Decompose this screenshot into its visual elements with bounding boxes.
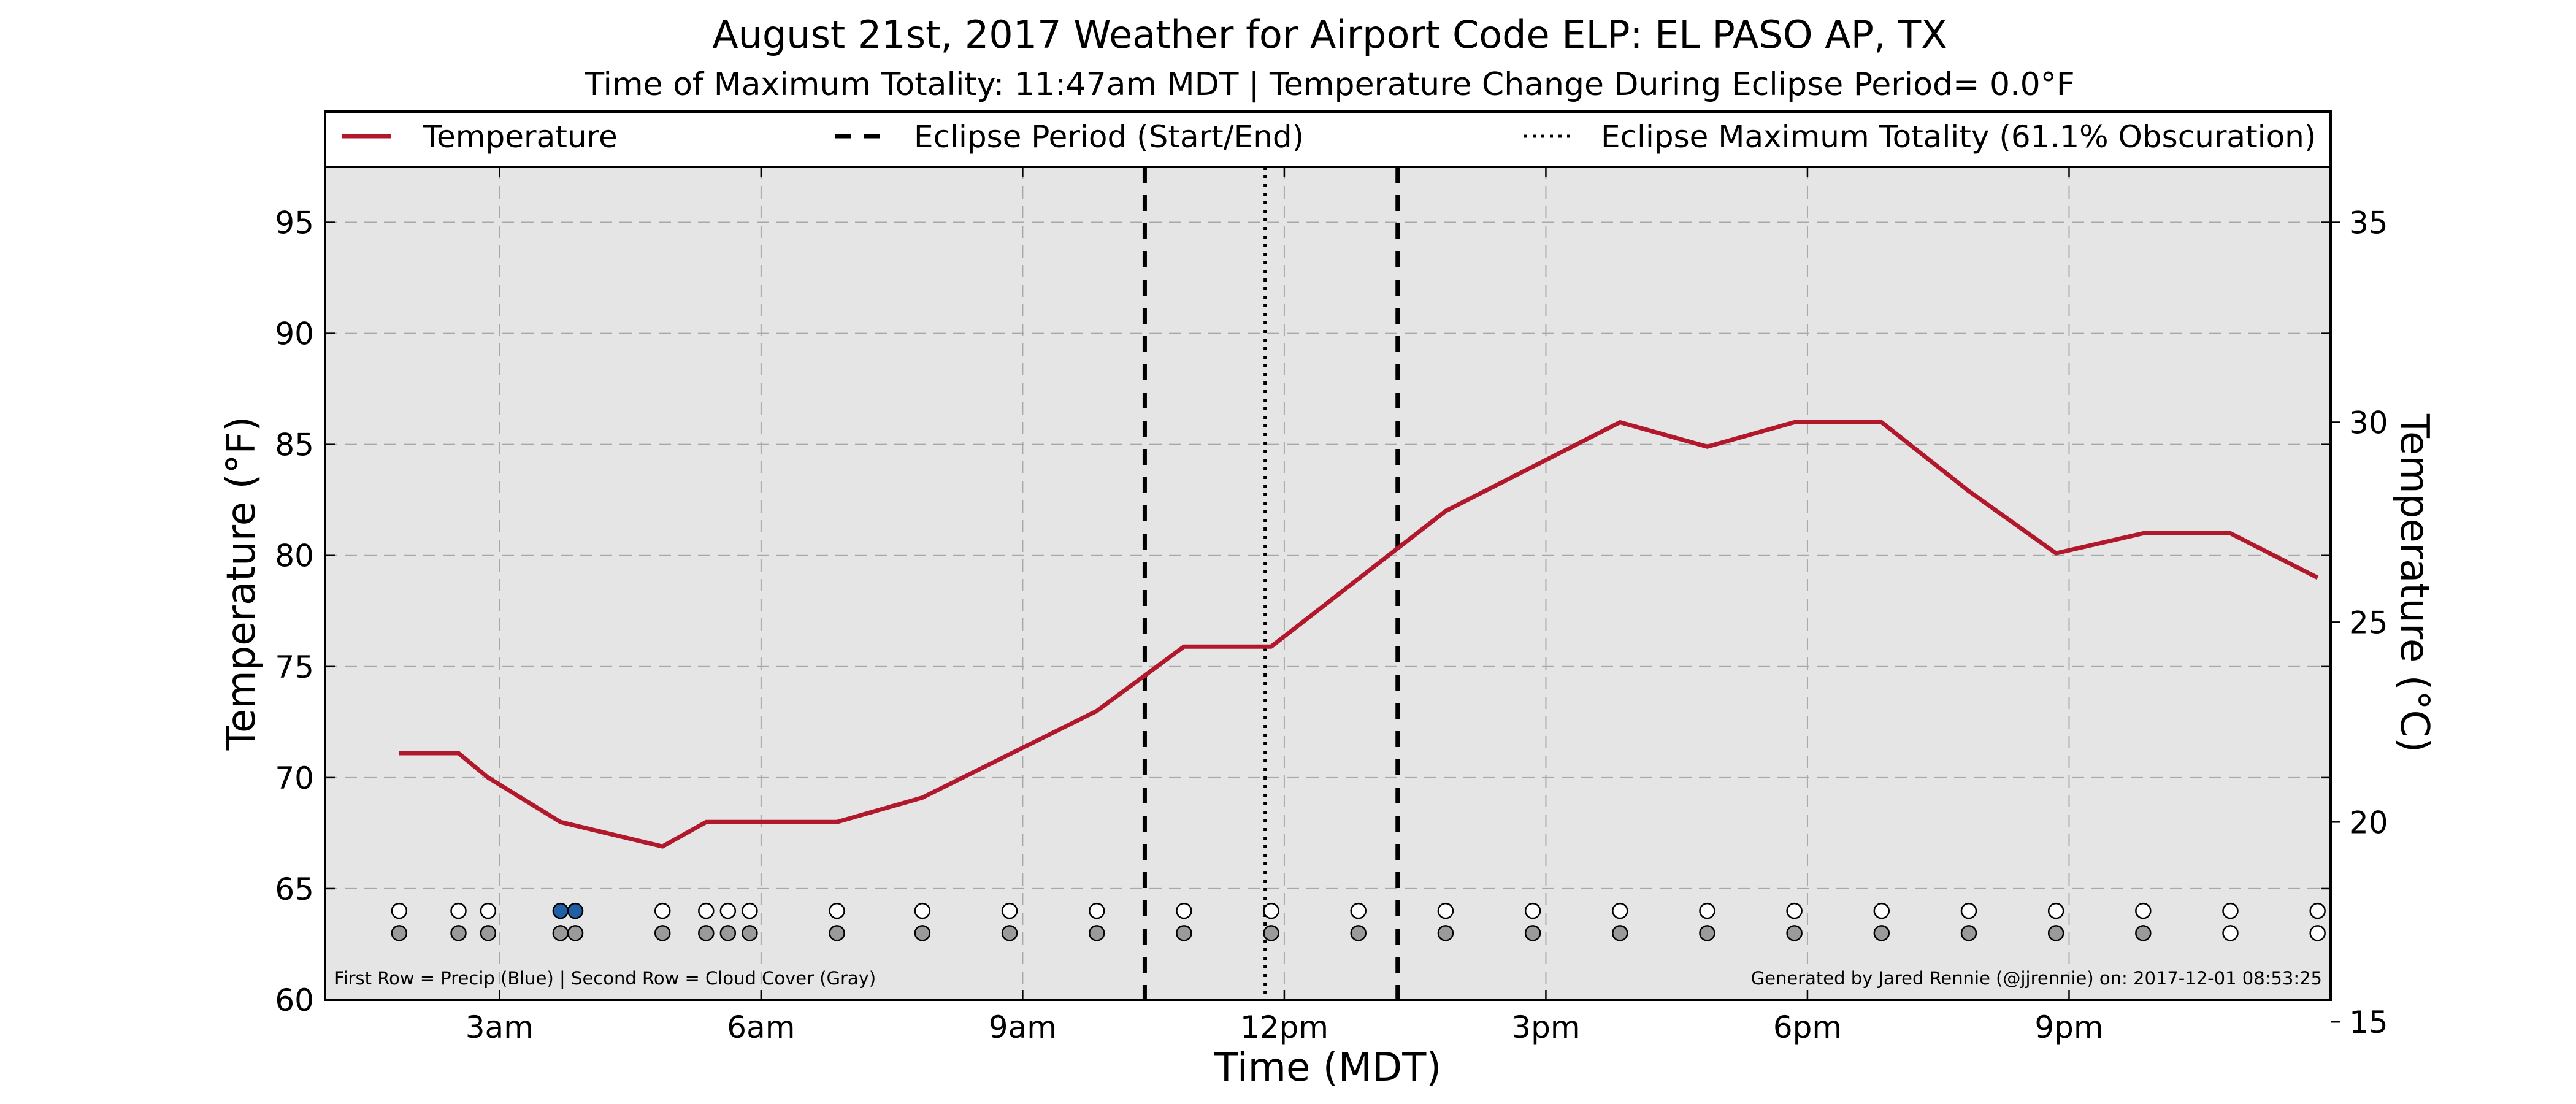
y2-axis-label: Temperature (°C) <box>2391 413 2437 753</box>
y-tick-label: 75 <box>275 650 314 685</box>
legend-eclipse-max-label: Eclipse Maximum Totality (61.1% Obscurat… <box>1601 119 2316 155</box>
precip-marker <box>2309 902 2326 919</box>
cloud-cover-marker <box>1350 925 1367 941</box>
cloud-cover-marker <box>1176 925 1192 941</box>
x-tick-label: 6am <box>727 1010 795 1045</box>
cloud-cover-marker <box>552 925 569 941</box>
x-tick-label: 6pm <box>1773 1010 1842 1045</box>
x-tick-label: 3am <box>466 1010 534 1045</box>
cloud-cover-marker <box>1699 925 1715 941</box>
precip-marker <box>1960 902 1977 919</box>
cloud-cover-marker <box>1437 925 1454 941</box>
temperature-series <box>399 420 2319 849</box>
cloud-cover-marker <box>567 925 584 941</box>
cloud-cover-marker <box>2309 925 2326 941</box>
cloud-cover-marker <box>742 925 758 941</box>
observation-markers <box>391 902 2326 941</box>
cloud-cover-marker <box>1612 925 1628 941</box>
precip-marker <box>698 902 715 919</box>
precip-marker <box>1437 902 1454 919</box>
precip-marker <box>2222 902 2239 919</box>
precip-marker <box>1524 902 1541 919</box>
plot-area <box>325 167 2331 1000</box>
x-tick-label: 3pm <box>1511 1010 1580 1045</box>
cloud-cover-marker <box>1001 925 1018 941</box>
footnote-right: Generated by Jared Rennie (@jjrennie) on… <box>1751 968 2322 989</box>
chart-subtitle: Time of Maximum Totality: 11:47am MDT | … <box>584 66 2074 103</box>
y2-tick-label: 35 <box>2349 205 2388 241</box>
cloud-cover-marker <box>450 925 467 941</box>
cloud-cover-marker <box>1786 925 1803 941</box>
precip-marker <box>2135 902 2152 919</box>
grid-lines <box>325 167 2331 1000</box>
precip-marker <box>480 902 497 919</box>
y2-tick-label: 30 <box>2349 405 2388 440</box>
precip-marker <box>552 902 569 919</box>
precip-marker <box>1873 902 1890 919</box>
cloud-cover-marker <box>719 925 737 941</box>
legend-frame <box>324 110 2332 168</box>
cloud-cover-marker <box>654 925 671 941</box>
precip-marker <box>1350 902 1367 919</box>
cloud-cover-marker <box>914 925 931 941</box>
x-axis-label: Time (MDT) <box>1214 1045 1442 1091</box>
y-axis-label: Temperature (°F) <box>219 416 264 751</box>
y2-tick-label: 15 <box>2349 1005 2388 1040</box>
eclipse-lines <box>1142 167 1400 1000</box>
cloud-cover-marker <box>1873 925 1890 941</box>
cloud-cover-marker <box>698 925 715 941</box>
precip-marker <box>914 902 931 919</box>
precip-marker <box>1612 902 1628 919</box>
precip-marker <box>391 902 408 919</box>
precip-marker <box>1176 902 1192 919</box>
y-tick-label: 90 <box>275 316 314 352</box>
precip-marker <box>1001 902 1018 919</box>
y-tick-label: 60 <box>275 983 314 1018</box>
x-axis: 3am 6am 9am 12pm 3pm 6pm 9pm <box>466 167 2104 1045</box>
y-tick-label: 95 <box>275 205 314 241</box>
legend: Temperature Eclipse Period (Start/End) E… <box>324 110 2332 168</box>
precip-marker <box>829 902 845 919</box>
footnote-left: First Row = Precip (Blue) | Second Row =… <box>334 968 876 989</box>
cloud-cover-marker <box>2135 925 2152 941</box>
precip-marker <box>2047 902 2064 919</box>
y-tick-label: 70 <box>275 761 314 796</box>
cloud-cover-marker <box>1960 925 1977 941</box>
x-tick-label: 9am <box>989 1010 1057 1045</box>
cloud-cover-marker <box>829 925 845 941</box>
temperature-line <box>399 420 2319 849</box>
precip-marker <box>450 902 467 919</box>
precip-marker <box>742 902 758 919</box>
y2-tick-label: 25 <box>2349 605 2388 640</box>
cloud-cover-marker <box>1088 925 1105 941</box>
precip-marker <box>654 902 671 919</box>
cloud-cover-marker <box>1263 925 1279 941</box>
legend-eclipse-period-label: Eclipse Period (Start/End) <box>914 119 1304 155</box>
y-tick-label: 80 <box>275 539 314 574</box>
precip-marker <box>1263 902 1279 919</box>
y-axis-left: 60 65 70 75 80 85 90 95 <box>275 205 2331 1018</box>
cloud-cover-marker <box>1524 925 1541 941</box>
y-axis-right: 15 20 25 30 35 <box>2331 205 2388 1040</box>
cloud-cover-marker <box>2222 925 2239 941</box>
y-tick-label: 85 <box>275 427 314 463</box>
x-tick-label: 12pm <box>1240 1010 1328 1045</box>
cloud-cover-marker <box>480 925 497 941</box>
precip-marker <box>719 902 737 919</box>
precip-marker <box>1786 902 1803 919</box>
precip-marker <box>1088 902 1105 919</box>
x-tick-label: 9pm <box>2034 1010 2103 1045</box>
precip-marker <box>567 902 584 919</box>
y-tick-label: 65 <box>275 872 314 907</box>
y2-tick-label: 20 <box>2349 805 2388 840</box>
precip-marker <box>1699 902 1715 919</box>
cloud-cover-marker <box>2047 925 2064 941</box>
chart-title: August 21st, 2017 Weather for Airport Co… <box>712 12 1947 57</box>
legend-temperature-label: Temperature <box>423 119 618 155</box>
cloud-cover-marker <box>391 925 408 941</box>
